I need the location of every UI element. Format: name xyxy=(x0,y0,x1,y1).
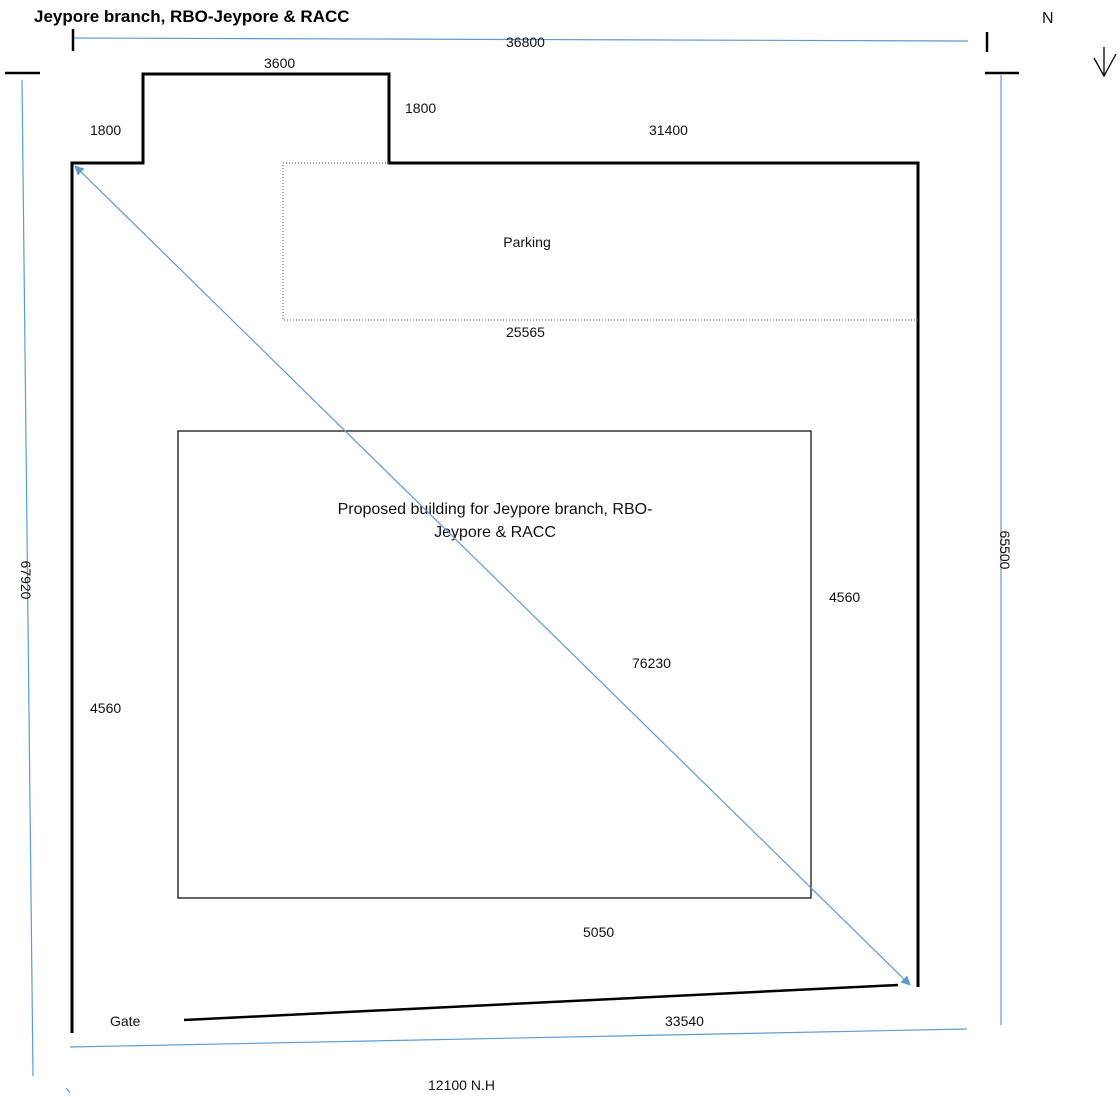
dim-front-setback: 5050 xyxy=(583,924,614,940)
dim-notch-top: 3600 xyxy=(264,55,295,71)
dim-diagonal: 76230 xyxy=(632,655,671,671)
building-label-line-1: Proposed building for Jeypore branch, RB… xyxy=(338,501,653,518)
left-dimension-line xyxy=(21,79,34,1077)
dim-right-overall: 65500 xyxy=(997,531,1013,570)
drawing-title: Jeypore branch, RBO-Jeypore & RACC xyxy=(34,7,350,26)
dim-notch-right: 1800 xyxy=(405,100,436,116)
dim-bottom-wall: 33540 xyxy=(665,1013,704,1029)
parking-label: Parking xyxy=(503,234,550,250)
building-label-line-2: Jeypore & RACC xyxy=(434,524,556,541)
gate-label: Gate xyxy=(110,1013,141,1029)
north-label: N xyxy=(1042,10,1054,27)
dim-left-setback: 4560 xyxy=(90,700,121,716)
top-dimension-line xyxy=(71,29,989,52)
north-arrow-icon xyxy=(1093,47,1117,78)
front-wall xyxy=(183,983,899,1022)
plot-boundary-wall xyxy=(70,72,920,1033)
dim-parking-width: 25565 xyxy=(506,324,545,340)
parking-area-outline xyxy=(282,162,918,321)
dim-right-setback: 4560 xyxy=(829,589,860,605)
dim-top-overall: 36800 xyxy=(506,34,545,50)
dim-notch-left: 1800 xyxy=(90,122,121,138)
dim-left-overall: 67920 xyxy=(18,561,34,600)
diagonal-dimension-arrow xyxy=(74,165,911,986)
dim-top-right: 31400 xyxy=(649,122,688,138)
road-edge-line xyxy=(69,1028,968,1048)
left-dimension-tick xyxy=(65,1087,71,1094)
road-label: 12100 N.H xyxy=(428,1077,495,1093)
